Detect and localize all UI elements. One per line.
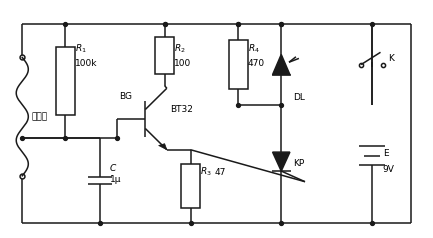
Text: K: K	[388, 54, 394, 63]
Text: 细钢丝: 细钢丝	[32, 112, 48, 121]
Text: $R_4$: $R_4$	[248, 43, 259, 55]
Text: KP: KP	[293, 159, 304, 169]
Bar	[56, 47, 75, 115]
Bar	[181, 164, 200, 208]
Text: DL: DL	[293, 94, 305, 102]
Text: $C$: $C$	[110, 162, 118, 173]
Polygon shape	[273, 152, 290, 171]
Bar	[229, 40, 248, 89]
Text: E: E	[383, 149, 388, 158]
Polygon shape	[158, 144, 167, 150]
Text: BG: BG	[120, 92, 132, 101]
Text: BT32: BT32	[170, 105, 193, 114]
Text: 470: 470	[248, 59, 265, 68]
Text: 47: 47	[214, 168, 226, 177]
Text: $R_3$: $R_3$	[200, 166, 212, 178]
Text: $R_1$: $R_1$	[75, 43, 87, 55]
Text: 100k: 100k	[75, 59, 97, 68]
Polygon shape	[273, 55, 290, 75]
Text: $R_2$: $R_2$	[174, 43, 186, 55]
Bar	[155, 37, 174, 74]
Text: 100: 100	[174, 59, 191, 68]
Text: 9V: 9V	[383, 165, 394, 174]
Text: 1μ: 1μ	[110, 175, 121, 184]
